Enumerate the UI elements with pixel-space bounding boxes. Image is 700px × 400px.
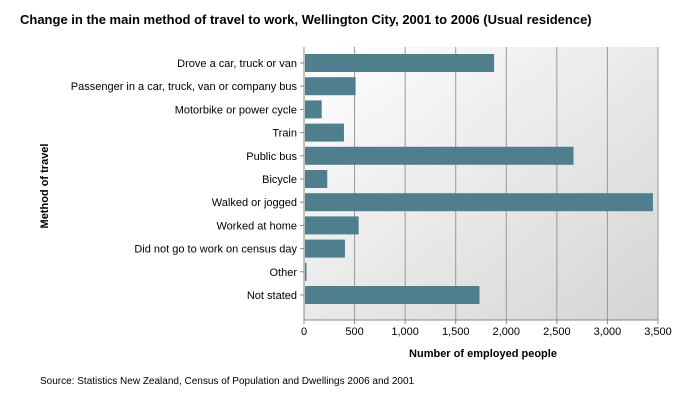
- category-label: Walked or jogged: [212, 197, 297, 209]
- category-label: Did not go to work on census day: [134, 244, 297, 256]
- x-tick-label: 1,500: [442, 326, 470, 338]
- category-label: Passenger in a car, truck, van or compan…: [71, 81, 298, 93]
- bar: [305, 77, 356, 96]
- x-tick-label: 0: [301, 326, 307, 338]
- plot-area: [304, 47, 658, 320]
- category-label: Public bus: [246, 151, 297, 163]
- x-tick-label: 1,000: [391, 326, 419, 338]
- x-tick-label: 2,500: [543, 326, 571, 338]
- bar: [305, 193, 653, 212]
- x-axis-title: Number of employed people: [409, 348, 557, 360]
- x-tick-label: 3,500: [644, 326, 672, 338]
- category-label: Other: [269, 267, 297, 279]
- bar: [305, 100, 322, 119]
- bar: [305, 216, 359, 235]
- x-tick-label: 3,000: [594, 326, 622, 338]
- category-label: Worked at home: [216, 220, 297, 232]
- category-label: Motorbike or power cycle: [175, 104, 297, 116]
- x-tick-label: 500: [345, 326, 363, 338]
- bar: [305, 286, 480, 304]
- x-tick-label: 2,000: [493, 326, 521, 338]
- bar: [305, 239, 345, 258]
- bar: [305, 123, 344, 142]
- source-note: Source: Statistics New Zealand, Census o…: [40, 376, 415, 387]
- bar: [305, 262, 307, 281]
- category-label: Train: [272, 128, 297, 140]
- y-axis-title: Method of travel: [39, 144, 51, 229]
- category-label: Drove a car, truck or van: [177, 58, 297, 70]
- bar: [305, 54, 495, 72]
- category-label: Not stated: [247, 290, 297, 302]
- chart-title: Change in the main method of travel to w…: [20, 12, 592, 27]
- category-label: Bicycle: [262, 174, 297, 186]
- bar: [305, 170, 328, 188]
- bar: [305, 146, 574, 165]
